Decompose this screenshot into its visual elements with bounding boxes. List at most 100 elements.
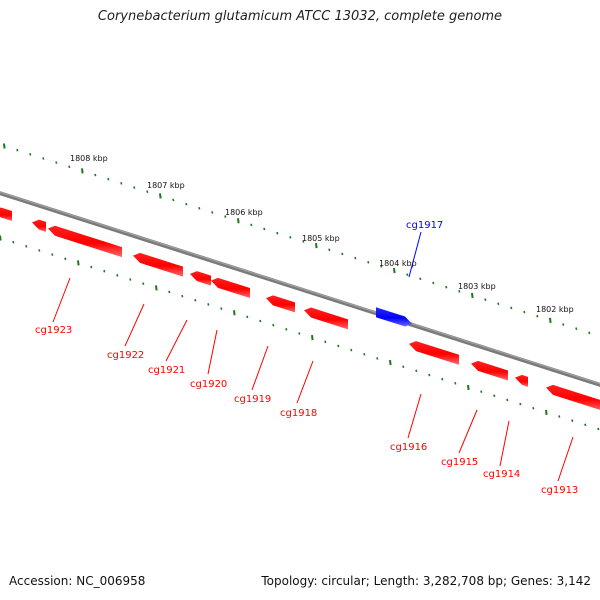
accession-text: Accession: NC_006958 <box>9 574 146 588</box>
outer-tick-minor <box>419 277 422 281</box>
inner-tick-major <box>233 310 236 316</box>
gene-arrow-cg1916[interactable] <box>409 341 459 365</box>
outer-tick-minor <box>172 198 175 202</box>
inner-tick-minor <box>272 323 275 327</box>
inner-tick-minor <box>454 382 457 385</box>
outer-tick-minor <box>484 298 487 301</box>
inner-tick-major <box>467 384 470 391</box>
inner-tick-minor <box>415 369 418 373</box>
gene-label-cg1918[interactable]: cg1918 <box>280 408 317 419</box>
outer-tick-minor <box>250 223 253 227</box>
inner-tick-minor <box>441 377 444 381</box>
outer-tick-minor <box>536 314 539 318</box>
gene-arrow-cg1923[interactable] <box>48 225 122 258</box>
gene-label-cg1919[interactable]: cg1919 <box>234 394 271 405</box>
gene-arrow-fragment[interactable] <box>0 207 12 222</box>
outer-tick-major <box>81 168 84 174</box>
gene-arrow-cg1921[interactable] <box>190 271 211 286</box>
outer-tick-minor <box>406 273 409 277</box>
kbp-label: 1804 kbp <box>379 259 417 268</box>
outer-tick-major <box>393 267 396 274</box>
outer-tick-minor <box>146 190 149 193</box>
inner-tick-minor <box>51 253 54 256</box>
leader-line-cg1915 <box>458 409 478 454</box>
genes <box>0 191 600 412</box>
outer-tick-minor <box>562 323 565 326</box>
inner-tick-major <box>545 409 548 416</box>
leader-line-cg1922 <box>124 303 145 347</box>
gene-arrow-cg1919[interactable] <box>266 295 295 313</box>
outer-tick-minor <box>575 327 578 331</box>
inner-tick-minor <box>38 249 41 252</box>
inner-tick-minor <box>129 278 132 281</box>
outer-tick-minor <box>328 248 331 252</box>
gene-arrow-cg1920[interactable] <box>211 277 250 299</box>
gene-arrow-cg1915[interactable] <box>471 360 508 381</box>
kbp-label: 1802 kbp <box>536 305 574 314</box>
outer-tick-minor <box>380 265 383 268</box>
inner-tick-minor <box>506 398 509 402</box>
inner-tick-minor <box>493 394 496 398</box>
gene-label-cg1916[interactable]: cg1916 <box>390 442 427 453</box>
outer-tick-major <box>471 292 474 299</box>
gene-arrow-cg1917[interactable] <box>376 307 412 327</box>
genome-backbone <box>0 191 600 387</box>
gene-arrow-cg1922[interactable] <box>133 252 183 277</box>
leader-line-cg1921 <box>165 319 188 362</box>
inner-tick-minor <box>25 244 28 248</box>
gene-label-cg1914[interactable]: cg1914 <box>483 469 520 480</box>
genome-summary-text: Topology: circular; Length: 3,282,708 bp… <box>261 574 591 588</box>
map-title: Corynebacterium glutamicum ATCC 13032, c… <box>97 9 503 24</box>
inner-tick-major <box>0 235 2 241</box>
leader-line-cg1917 <box>408 231 422 278</box>
outer-tick-minor <box>367 260 370 264</box>
outer-tick-major <box>237 218 240 224</box>
outer-tick-minor <box>497 302 500 306</box>
kbp-label: 1808 kbp <box>70 154 108 163</box>
inner-tick-minor <box>402 365 405 369</box>
outer-tick-track <box>3 143 591 335</box>
gene-label-cg1923[interactable]: cg1923 <box>35 325 72 336</box>
outer-tick-major <box>159 193 162 199</box>
inner-tick-minor <box>584 423 587 427</box>
gene-leader-lines <box>52 231 574 482</box>
gene-arrow-cg1918[interactable] <box>304 307 348 330</box>
inner-tick-minor <box>90 265 93 269</box>
kbp-label: 1803 kbp <box>458 282 496 291</box>
outer-tick-minor <box>588 331 591 335</box>
gene-label-cg1913[interactable]: cg1913 <box>541 485 578 496</box>
gene-label-cg1921[interactable]: cg1921 <box>148 365 185 376</box>
gene-arrow-fragment[interactable] <box>32 219 46 232</box>
gene-label-cg1922[interactable]: cg1922 <box>107 350 144 361</box>
gene-arrow-cg1914[interactable] <box>515 374 528 387</box>
inner-tick-major <box>311 335 314 341</box>
leader-line-cg1923 <box>52 277 71 323</box>
gene-arrow-cg1913[interactable] <box>546 384 600 412</box>
inner-tick-minor <box>181 294 184 298</box>
gene-label-cg1917[interactable]: cg1917 <box>406 220 443 231</box>
inner-tick-minor <box>246 315 249 319</box>
inner-tick-minor <box>571 419 574 423</box>
outer-tick-minor <box>354 256 357 260</box>
inner-tick-major <box>155 285 158 291</box>
outer-tick-minor <box>55 161 58 164</box>
leader-line-cg1918 <box>296 360 314 404</box>
gene-label-cg1920[interactable]: cg1920 <box>190 379 227 390</box>
inner-tick-minor <box>194 298 197 302</box>
inner-tick-minor <box>532 406 535 410</box>
gene-label-cg1915[interactable]: cg1915 <box>441 457 478 468</box>
inner-tick-minor <box>103 269 106 273</box>
inner-tick-minor <box>324 340 327 344</box>
inner-tick-minor <box>428 373 431 377</box>
outer-tick-major <box>315 243 318 249</box>
outer-tick-minor <box>68 165 71 169</box>
inner-tick-minor <box>12 240 15 244</box>
kbp-label: 1805 kbp <box>302 234 340 243</box>
outer-tick-minor <box>29 152 32 156</box>
inner-tick-minor <box>519 402 522 406</box>
outer-tick-minor <box>510 306 513 310</box>
inner-tick-minor <box>142 282 145 285</box>
inner-tick-minor <box>285 328 288 331</box>
kbp-label: 1807 kbp <box>147 181 185 190</box>
